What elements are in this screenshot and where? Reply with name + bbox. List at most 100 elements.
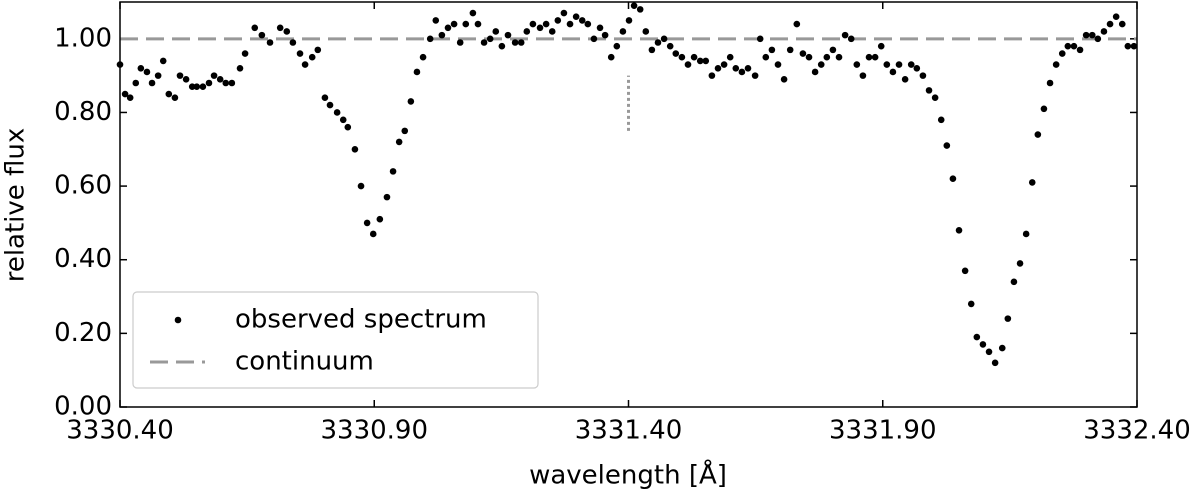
data-point bbox=[823, 53, 831, 61]
data-point bbox=[258, 31, 266, 39]
data-point bbox=[738, 68, 746, 76]
data-point bbox=[456, 39, 464, 46]
data-point bbox=[793, 20, 801, 28]
data-point bbox=[1106, 20, 1114, 28]
data-point bbox=[584, 20, 592, 28]
data-point bbox=[432, 17, 440, 24]
data-point bbox=[1010, 278, 1018, 286]
data-point bbox=[619, 28, 627, 35]
data-point bbox=[666, 42, 674, 50]
data-point bbox=[444, 24, 452, 32]
data-point bbox=[998, 344, 1006, 352]
x-tick-label: 3331.90 bbox=[829, 416, 937, 446]
plot-frame bbox=[119, 1, 1138, 408]
data-point bbox=[143, 68, 151, 76]
data-point bbox=[919, 72, 927, 79]
legend-label: observed spectrum bbox=[235, 305, 487, 335]
data-point bbox=[780, 76, 788, 83]
data-point bbox=[171, 94, 179, 102]
data-point bbox=[642, 28, 650, 35]
data-point bbox=[395, 138, 403, 146]
data-point bbox=[636, 6, 644, 13]
data-point bbox=[871, 53, 879, 61]
data-point bbox=[672, 50, 680, 57]
data-point bbox=[1028, 179, 1036, 186]
data-point bbox=[991, 359, 999, 367]
data-point bbox=[985, 348, 993, 356]
data-point bbox=[566, 20, 574, 28]
y-tick-label: 1.00 bbox=[54, 23, 112, 53]
data-point bbox=[1022, 230, 1030, 238]
data-point bbox=[1118, 20, 1126, 28]
x-tick-label: 3331.40 bbox=[575, 416, 683, 446]
data-point bbox=[853, 61, 861, 68]
data-point bbox=[216, 76, 224, 83]
data-point bbox=[236, 64, 244, 72]
data-point bbox=[607, 53, 615, 61]
data-point bbox=[308, 53, 316, 61]
data-point bbox=[1052, 61, 1060, 68]
data-point bbox=[847, 35, 855, 43]
data-point bbox=[601, 31, 609, 39]
data-point bbox=[660, 35, 668, 43]
data-point bbox=[193, 83, 201, 90]
data-point bbox=[419, 53, 427, 61]
data-point bbox=[696, 57, 704, 65]
data-point bbox=[504, 31, 512, 39]
data-point bbox=[296, 50, 304, 57]
data-point bbox=[937, 116, 945, 124]
data-point bbox=[895, 61, 903, 68]
data-point bbox=[498, 42, 506, 50]
data-point bbox=[835, 53, 843, 61]
data-point bbox=[799, 50, 807, 57]
data-point bbox=[859, 72, 867, 79]
data-point bbox=[590, 35, 598, 43]
data-point bbox=[877, 42, 885, 50]
data-point bbox=[973, 333, 981, 341]
data-point bbox=[931, 94, 939, 102]
data-point bbox=[182, 76, 190, 83]
data-point bbox=[817, 61, 825, 68]
data-point bbox=[450, 20, 458, 28]
data-point bbox=[1058, 50, 1066, 57]
data-point bbox=[536, 24, 544, 32]
data-point bbox=[529, 20, 537, 28]
data-point bbox=[786, 46, 794, 54]
data-point bbox=[702, 57, 710, 65]
data-point bbox=[913, 64, 921, 72]
data-point bbox=[548, 28, 556, 35]
data-point bbox=[517, 39, 525, 46]
data-point bbox=[301, 61, 309, 68]
data-point bbox=[811, 68, 819, 76]
x-tick-label: 3330.40 bbox=[66, 416, 174, 446]
data-point bbox=[1070, 42, 1078, 50]
data-point bbox=[1040, 105, 1048, 113]
data-point bbox=[805, 53, 813, 61]
data-point bbox=[469, 9, 477, 17]
data-point bbox=[572, 13, 580, 21]
data-point bbox=[228, 79, 236, 87]
data-point bbox=[165, 90, 173, 98]
data-point bbox=[266, 39, 274, 46]
data-point bbox=[376, 215, 384, 223]
data-point bbox=[901, 76, 909, 83]
data-point bbox=[1034, 131, 1042, 138]
data-point bbox=[344, 123, 352, 131]
data-point bbox=[357, 182, 365, 190]
data-point bbox=[289, 39, 297, 46]
data-point bbox=[314, 46, 322, 54]
legend-marker bbox=[174, 316, 182, 324]
x-tick-label: 3330.90 bbox=[320, 416, 428, 446]
data-point bbox=[333, 109, 341, 116]
data-point bbox=[132, 79, 140, 87]
data-point bbox=[967, 300, 975, 308]
data-point bbox=[560, 9, 568, 17]
data-point bbox=[321, 94, 329, 102]
data-point bbox=[222, 79, 230, 87]
data-point bbox=[955, 226, 963, 234]
data-point bbox=[648, 46, 656, 54]
y-tick-label: 0.60 bbox=[54, 171, 112, 201]
data-point bbox=[1004, 315, 1012, 322]
